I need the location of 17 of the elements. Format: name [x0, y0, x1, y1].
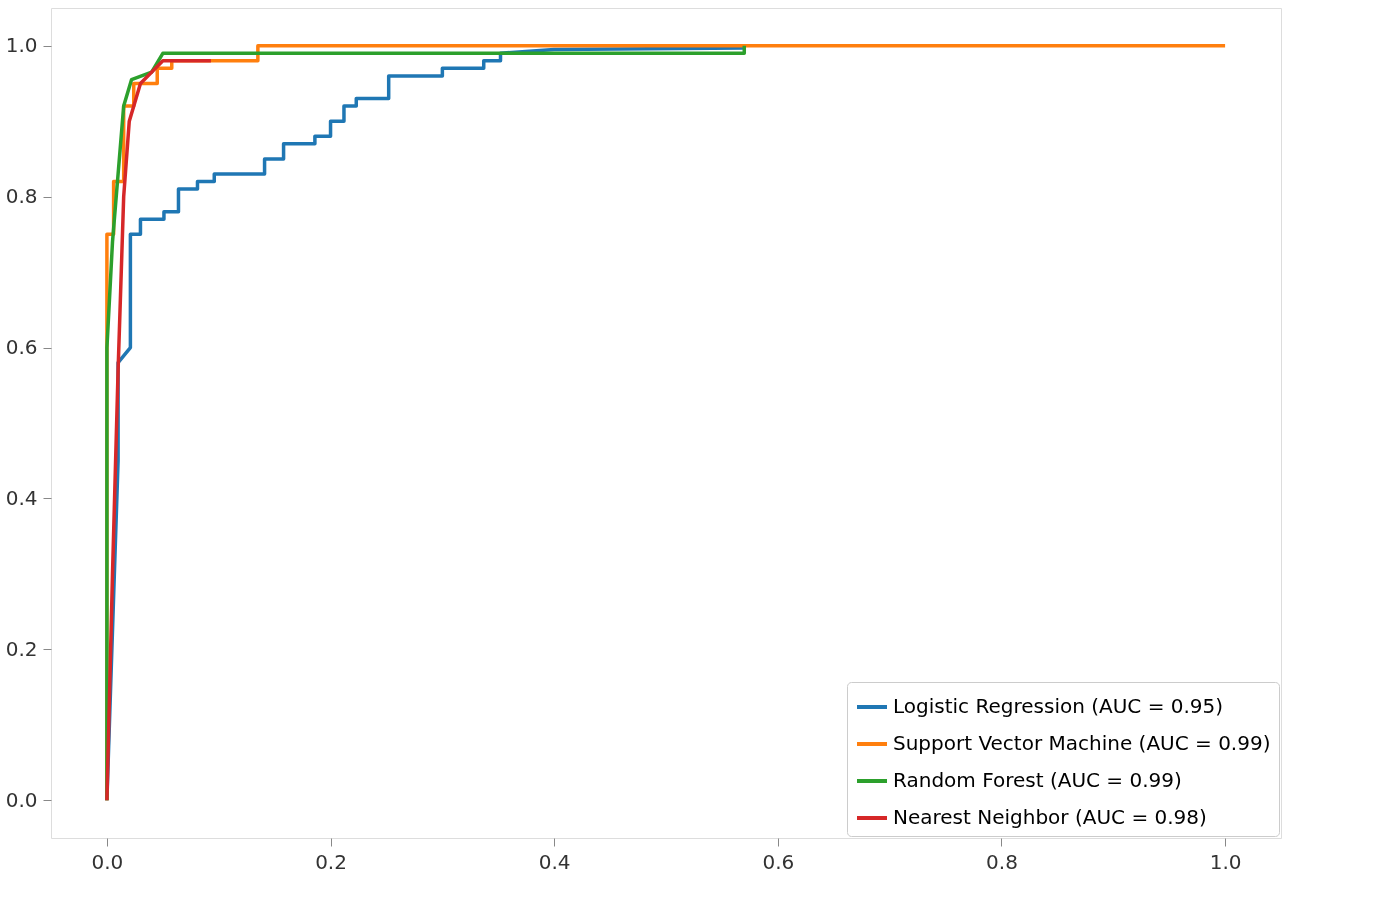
x-tick-label: 0.8	[986, 849, 1018, 874]
x-tick-label: 0.0	[91, 849, 124, 874]
y-tick-label: 0.8	[5, 184, 38, 209]
legend-label: Logistic Regression (AUC = 0.95)	[893, 694, 1224, 718]
legend-label: Support Vector Machine (AUC = 0.99)	[893, 731, 1271, 755]
y-tick-label: 0.0	[5, 787, 38, 812]
line-series	[105, 59, 213, 803]
y-tick-label: 0.6	[5, 335, 38, 360]
legend-label: Nearest Neighbor (AUC = 0.98)	[893, 805, 1207, 829]
y-tick-label: 0.2	[5, 636, 38, 661]
x-tick-label: 0.6	[762, 849, 795, 874]
x-tick-label: 1.0	[1209, 849, 1242, 874]
x-tick-label: 0.4	[538, 849, 571, 874]
y-tick-label: 1.0	[5, 33, 38, 58]
legend-label: Random Forest (AUC = 0.99)	[893, 768, 1182, 792]
x-tick-label: 0.2	[315, 849, 347, 874]
y-tick-label: 0.4	[5, 485, 38, 510]
